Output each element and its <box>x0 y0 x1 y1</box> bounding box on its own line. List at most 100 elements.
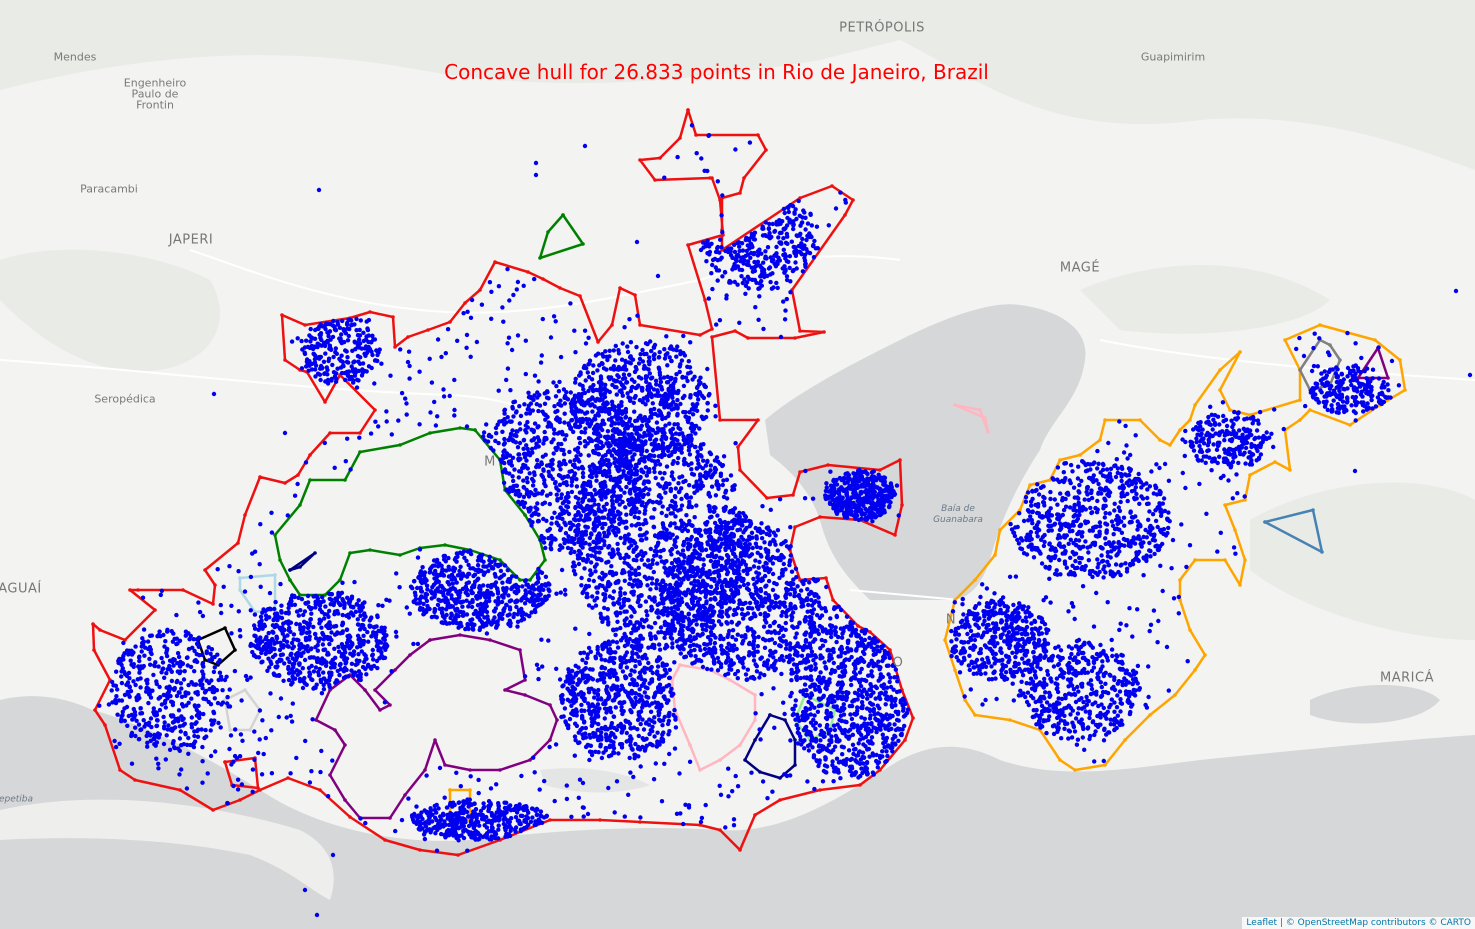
data-point <box>589 470 594 475</box>
data-point <box>609 554 614 560</box>
data-point <box>788 582 794 588</box>
data-point <box>565 545 571 551</box>
data-point <box>635 599 640 605</box>
hull-vertex <box>973 578 977 582</box>
data-point <box>652 548 658 554</box>
data-point <box>432 399 437 405</box>
data-point <box>1182 453 1188 459</box>
data-point <box>568 390 573 395</box>
data-point <box>698 819 704 825</box>
hull-vertex <box>1273 460 1277 464</box>
hull-vertex <box>1173 693 1177 697</box>
data-point <box>692 635 697 640</box>
data-point <box>505 341 510 346</box>
data-point <box>557 512 563 517</box>
data-point <box>267 590 273 596</box>
hull-vertex <box>1233 528 1237 532</box>
data-point <box>1169 566 1174 571</box>
data-point <box>368 431 374 436</box>
data-point <box>818 656 823 661</box>
data-point <box>803 660 808 665</box>
data-point <box>720 463 726 468</box>
data-point <box>502 411 507 416</box>
data-point <box>815 709 821 714</box>
data-point <box>256 750 261 756</box>
data-point <box>760 504 765 509</box>
data-point <box>524 411 529 416</box>
data-point <box>575 556 581 561</box>
data-point <box>689 581 694 586</box>
data-point <box>538 360 544 365</box>
hull-vertex <box>333 728 337 732</box>
data-point <box>822 660 827 665</box>
data-point <box>649 458 654 463</box>
data-point <box>656 615 661 620</box>
data-point <box>714 553 719 559</box>
data-point <box>661 579 666 584</box>
data-point <box>602 515 607 520</box>
hull-vertex <box>743 758 747 762</box>
hull-vertex <box>1328 343 1332 347</box>
data-point <box>724 658 729 663</box>
data-point <box>810 496 816 501</box>
data-point <box>719 614 725 619</box>
data-point <box>441 394 447 399</box>
data-point <box>978 594 983 600</box>
data-point <box>1389 358 1395 364</box>
hull-vertex <box>953 403 957 407</box>
hull-vertex <box>686 243 690 247</box>
data-point <box>629 605 635 611</box>
data-point <box>701 458 706 463</box>
data-point <box>615 541 620 547</box>
data-point <box>1353 341 1358 346</box>
hull-vertex <box>718 418 722 422</box>
data-point <box>1041 598 1046 603</box>
data-point <box>540 489 545 494</box>
data-point <box>654 586 659 591</box>
data-point <box>724 611 729 617</box>
data-point <box>602 539 607 544</box>
data-point <box>242 589 248 594</box>
data-point <box>518 469 524 474</box>
data-point <box>783 308 788 313</box>
hull-vertex <box>298 503 302 507</box>
data-point <box>1209 412 1215 417</box>
data-point <box>558 505 563 510</box>
data-point <box>652 533 658 538</box>
data-point <box>1187 543 1193 548</box>
data-point <box>667 453 672 458</box>
data-point <box>1312 331 1317 336</box>
data-point <box>112 738 117 744</box>
data-point <box>576 548 582 554</box>
data-point <box>219 610 224 616</box>
data-point <box>458 784 463 789</box>
data-point <box>689 467 694 472</box>
data-point <box>617 479 622 484</box>
data-point <box>500 469 506 474</box>
hull-vertex <box>678 136 682 140</box>
data-point <box>859 677 864 682</box>
data-point <box>677 559 682 564</box>
data-point <box>602 598 607 603</box>
data-point <box>875 761 880 766</box>
data-point <box>825 648 830 653</box>
data-point <box>525 407 530 412</box>
data-point <box>1075 476 1081 481</box>
data-point <box>569 814 574 819</box>
data-point <box>758 656 763 661</box>
data-point <box>303 738 308 744</box>
data-point <box>738 551 744 557</box>
data-point <box>238 732 244 737</box>
data-point <box>508 460 513 465</box>
data-point <box>878 696 883 702</box>
data-point <box>505 415 510 420</box>
data-point <box>528 401 534 406</box>
hull-vertex <box>710 335 714 339</box>
data-point <box>268 691 273 696</box>
data-point <box>689 523 694 528</box>
hull-vertex <box>856 624 860 628</box>
data-point <box>794 575 799 580</box>
data-point <box>523 371 528 377</box>
data-point <box>679 486 684 491</box>
